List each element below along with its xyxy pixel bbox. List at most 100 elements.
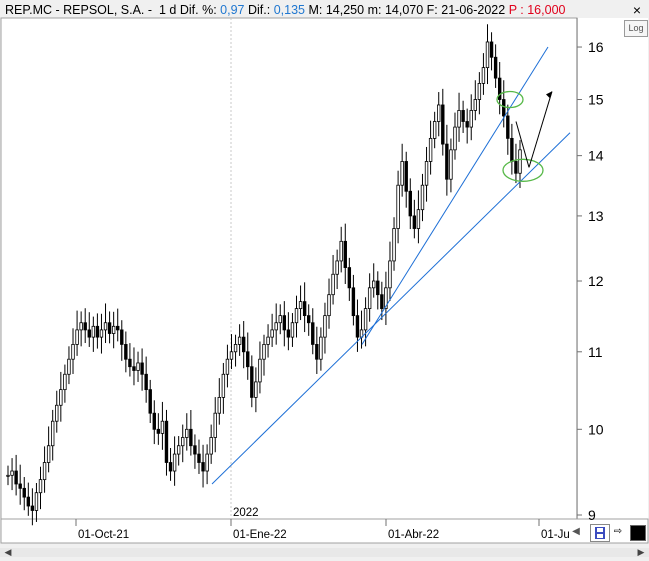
floppy-icon: [595, 527, 605, 539]
symbol-label: REP.MC - REPSOL, S.A. -: [5, 3, 153, 17]
candle-body: [473, 99, 478, 111]
pin-icon[interactable]: ⇨: [613, 526, 623, 537]
candle-body: [83, 322, 87, 331]
candle-body: [420, 184, 425, 211]
candle-body: [493, 56, 498, 79]
candle-body: [396, 184, 400, 229]
candle-body: [34, 492, 39, 511]
candle-body: [372, 280, 376, 289]
candle-body: [22, 487, 26, 498]
candle-body: [241, 336, 246, 353]
candle-body: [148, 389, 152, 414]
y-tick-label: 11: [588, 344, 603, 360]
candle-body: [302, 301, 307, 317]
candle-body: [152, 412, 156, 430]
candle-body: [18, 483, 22, 489]
candle-body: [294, 308, 299, 324]
candle-body: [278, 315, 282, 324]
candle-body: [469, 110, 473, 128]
candle-body: [497, 77, 502, 100]
candle-body: [400, 161, 404, 186]
y-tick-label: 9: [588, 507, 596, 523]
scroll-left-icon[interactable]: ◀: [572, 526, 580, 537]
candle-body: [246, 351, 250, 368]
y-tick-label: 14: [588, 148, 604, 164]
candle-body: [63, 373, 67, 391]
candle-body: [197, 453, 201, 463]
candle-body: [514, 161, 518, 174]
min-value: 14,070: [384, 3, 424, 17]
candle-body: [160, 420, 165, 434]
candle-body: [26, 496, 31, 507]
candle-body: [481, 67, 486, 84]
candle-body: [79, 322, 83, 331]
scroll-left-arrow-icon[interactable]: ◀: [4, 547, 12, 557]
ellipse-lower: [502, 158, 544, 182]
annotations: [211, 46, 571, 485]
x-axis: 01-Oct-21 01-Ene-22 01-Abr-22 01-Ju: [75, 519, 570, 541]
close-button[interactable]: ×: [632, 2, 642, 18]
min-label: m:: [367, 3, 382, 17]
date-value: 21-06-2022: [441, 3, 506, 17]
log-scale-button[interactable]: Log: [624, 20, 648, 37]
color-picker-button[interactable]: [630, 525, 646, 541]
candle-body: [306, 315, 311, 324]
dif-pct-value: 0,97: [220, 3, 245, 17]
candle-body: [432, 121, 437, 139]
candle-body: [290, 322, 295, 338]
save-button[interactable]: [590, 524, 610, 542]
candle-body: [128, 358, 132, 368]
x-tick-label: 01-Ene-22: [233, 529, 287, 541]
candle-body: [201, 462, 205, 472]
candle-body: [111, 325, 116, 334]
candle-body: [424, 161, 429, 186]
candle-body: [485, 41, 490, 69]
candle-body: [506, 115, 510, 139]
candle-body: [441, 104, 445, 145]
x-axis-area: [0, 518, 649, 544]
candle-body: [233, 344, 238, 353]
candle-body: [518, 149, 522, 174]
candle-body: [124, 344, 128, 360]
candle-body: [116, 325, 120, 331]
candle-body: [343, 240, 347, 268]
y-axis: 9 10 11 12 13 14 15 16: [577, 39, 604, 523]
candle-body: [445, 143, 449, 180]
candle-body: [250, 366, 254, 398]
candle-body: [103, 322, 108, 331]
candle-body: [46, 445, 51, 463]
candles: [6, 24, 522, 526]
candle-body: [449, 149, 453, 180]
candle-body: [339, 240, 343, 262]
max-value: 14,250: [325, 3, 365, 17]
candle-body: [384, 287, 388, 309]
candle-body: [286, 329, 291, 338]
horizontal-scrollbar[interactable]: ◀ ▶: [0, 544, 649, 561]
candle-body: [355, 315, 360, 338]
y-tick-label: 16: [588, 39, 604, 55]
candle-body: [168, 462, 173, 472]
x-tick-label: 01-Oct-21: [78, 529, 129, 541]
y-tick-label: 15: [588, 92, 604, 108]
date-label: F:: [426, 3, 438, 17]
candle-body: [327, 294, 331, 317]
dif-pct-label: Dif. %:: [179, 3, 217, 17]
max-label: M:: [308, 3, 323, 17]
candle-body: [172, 453, 177, 472]
candle-body: [30, 505, 35, 511]
candle-body: [181, 437, 185, 447]
candle-body: [99, 329, 104, 338]
candle-body: [282, 315, 287, 331]
candle-body: [91, 325, 96, 338]
chart-header: REP.MC - REPSOL, S.A. - 1 d Dif. %: 0,97…: [5, 3, 565, 17]
candle-body: [67, 358, 71, 375]
scroll-right-arrow-icon[interactable]: ▶: [637, 547, 645, 557]
candle-body: [392, 228, 396, 262]
candle-body: [221, 373, 226, 398]
target-label: P :: [508, 3, 524, 17]
scroll-track[interactable]: [0, 548, 649, 557]
arrow-head: [546, 91, 552, 99]
candle-body: [50, 420, 55, 447]
